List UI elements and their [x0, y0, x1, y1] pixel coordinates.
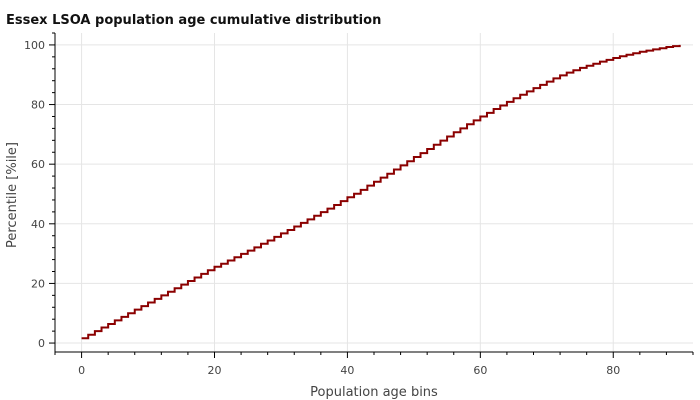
- x-tick-label: 80: [606, 364, 620, 377]
- y-tick-label: 0: [38, 337, 45, 350]
- x-tick-label: 60: [473, 364, 487, 377]
- y-tick-label: 20: [31, 277, 45, 290]
- chart-title: Essex LSOA population age cumulative dis…: [6, 13, 381, 28]
- x-tick-label: 20: [208, 364, 222, 377]
- x-tick-label: 40: [340, 364, 354, 377]
- series-line: [81, 44, 681, 340]
- x-tick-label: 0: [78, 364, 85, 377]
- x-axis: 0 20 40 60 80: [54, 351, 694, 377]
- plot-area: [81, 44, 681, 340]
- y-axis: 0 20 40 60 80 100: [24, 32, 56, 352]
- y-tick-label: 40: [31, 218, 45, 231]
- y-tick-label: 100: [24, 39, 45, 52]
- y-axis-label: Percentile [%ile]: [5, 142, 20, 248]
- x-axis-label: Population age bins: [310, 385, 438, 400]
- y-tick-label: 80: [31, 99, 45, 112]
- grid: [55, 33, 693, 352]
- y-tick-label: 60: [31, 158, 45, 171]
